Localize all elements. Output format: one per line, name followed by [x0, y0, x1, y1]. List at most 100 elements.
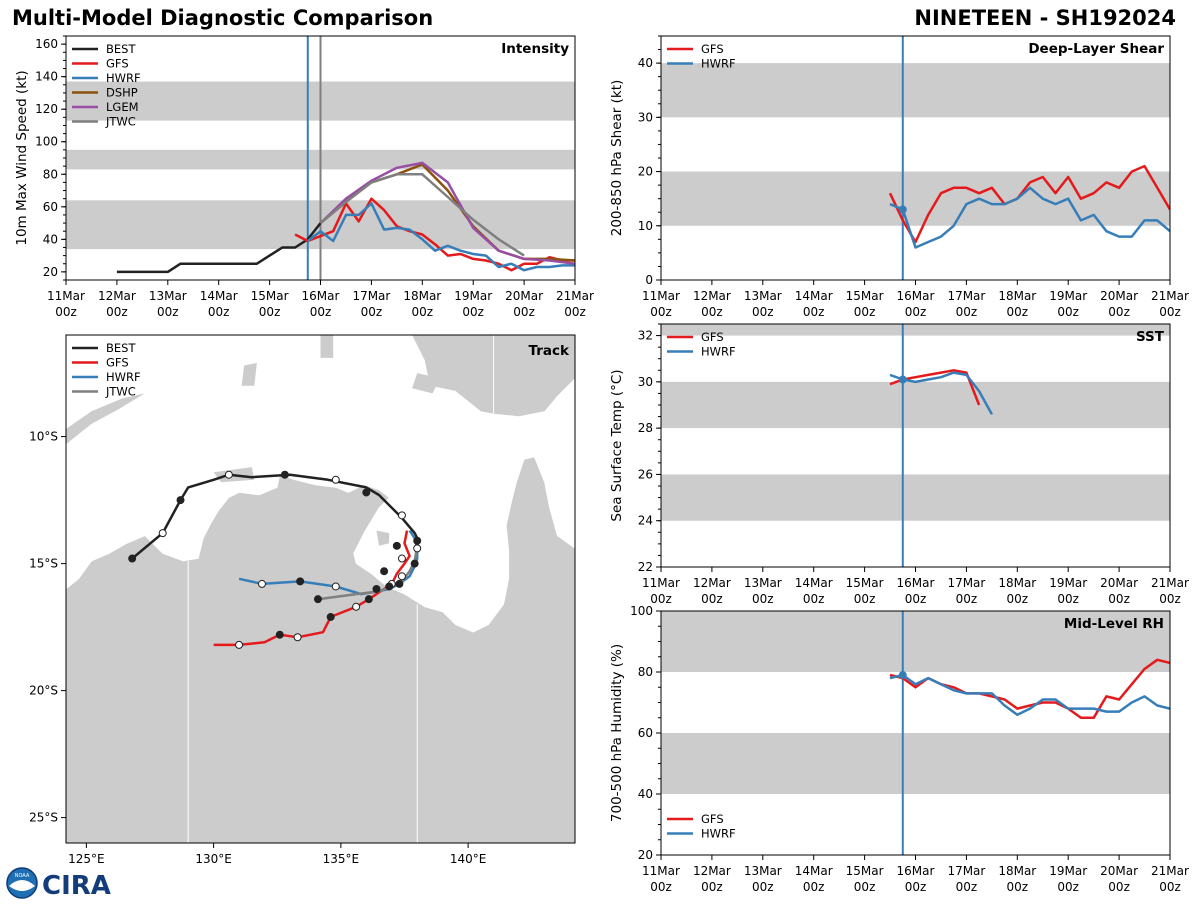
x-tick-sublabel: 00z	[1057, 880, 1079, 894]
x-tick-sublabel: 00z	[956, 305, 978, 319]
track-line-gfs	[213, 530, 411, 647]
init-marker	[898, 375, 907, 384]
x-tick-sublabel: 00z	[106, 305, 128, 319]
shading-band	[661, 171, 1170, 226]
noaa-seal-text: NOAA	[15, 873, 30, 879]
y-tick-label: 80	[43, 167, 58, 181]
legend-label: HWRF	[701, 345, 736, 359]
x-tick-sublabel: 00z	[905, 592, 927, 606]
y-tick-label: 32	[638, 329, 653, 343]
x-tick-label: 15Mar	[846, 864, 884, 878]
x-tick-label: 15Mar	[846, 289, 884, 303]
panel-title: Deep-Layer Shear	[1028, 41, 1164, 57]
x-tick-sublabel: 00z	[650, 305, 672, 319]
y-tick-label: 100	[35, 135, 58, 149]
legend-label: HWRF	[701, 827, 736, 841]
track-position-marker	[275, 630, 284, 639]
x-tick-label: 125°E	[68, 852, 105, 866]
x-tick-sublabel: 00z	[650, 592, 672, 606]
x-tick-label: 19Mar	[1049, 576, 1087, 590]
x-tick-sublabel: 00z	[259, 305, 281, 319]
legend-label: DSHP	[106, 86, 138, 100]
x-tick-sublabel: 00z	[1159, 880, 1181, 894]
track-position-marker	[235, 640, 244, 649]
y-axis-label: Sea Surface Temp (°C)	[609, 369, 625, 521]
x-tick-sublabel: 00z	[701, 592, 723, 606]
x-tick-sublabel: 00z	[412, 305, 434, 319]
track-position-marker	[364, 595, 373, 604]
x-tick-label: 14Mar	[200, 289, 238, 303]
panel-frame	[65, 334, 576, 844]
x-tick-sublabel: 00z	[905, 305, 927, 319]
x-tick-sublabel: 00z	[361, 305, 383, 319]
x-tick-label: 17Mar	[352, 289, 390, 303]
track-line-best	[131, 473, 419, 560]
track-position-marker	[397, 572, 406, 581]
x-tick-sublabel: 00z	[1057, 592, 1079, 606]
track-position-marker	[331, 475, 340, 484]
track-position-marker	[257, 579, 266, 588]
intensity-panel: 20 40 60 80 100 120 140 160 11Mar 00z 12Mar 00z 13Ma…	[14, 35, 594, 319]
series-line-hwrf	[307, 202, 575, 272]
x-tick-label: 13Mar	[149, 289, 187, 303]
x-tick-sublabel: 00z	[701, 305, 723, 319]
x-tick-sublabel: 00z	[1007, 880, 1029, 894]
init-marker	[898, 205, 907, 214]
x-tick-label: 17Mar	[947, 864, 985, 878]
x-tick-label: 17Mar	[947, 289, 985, 303]
legend-label: GFS	[701, 812, 724, 826]
page-title: Multi-Model Diagnostic Comparison	[12, 6, 434, 30]
x-tick-label: 21Mar	[1151, 576, 1189, 590]
panel-title: SST	[1136, 329, 1165, 345]
x-tick-label: 21Mar	[1151, 864, 1189, 878]
x-tick-label: 19Mar	[1049, 289, 1087, 303]
x-tick-sublabel: 00z	[701, 880, 723, 894]
track-position-marker	[280, 470, 289, 479]
y-tick-label: 26	[638, 467, 653, 481]
x-tick-label: 11Mar	[642, 576, 680, 590]
y-tick-label: 10°S	[29, 430, 58, 444]
panel-frame	[660, 323, 1171, 568]
y-tick-label: 20°S	[29, 684, 58, 698]
x-tick-sublabel: 00z	[752, 592, 774, 606]
x-tick-label: 21Mar	[1151, 289, 1189, 303]
x-tick-label: 12Mar	[98, 289, 136, 303]
x-tick-label: 11Mar	[642, 289, 680, 303]
x-tick-sublabel: 00z	[310, 305, 332, 319]
y-tick-label: 25°S	[29, 811, 58, 825]
series-line-jtwc	[319, 173, 525, 257]
x-tick-sublabel: 00z	[1007, 305, 1029, 319]
x-tick-sublabel: 00z	[752, 880, 774, 894]
legend-label: BEST	[106, 341, 136, 355]
y-tick-label: 40	[43, 232, 58, 246]
track-position-marker	[413, 544, 422, 553]
track-position-marker	[395, 579, 404, 588]
y-tick-label: 160	[35, 37, 58, 51]
x-tick-sublabel: 00z	[564, 305, 586, 319]
x-tick-sublabel: 00z	[803, 592, 825, 606]
x-tick-sublabel: 00z	[513, 305, 535, 319]
legend-label: GFS	[701, 330, 724, 344]
x-tick-sublabel: 00z	[462, 305, 484, 319]
track-position-marker	[293, 633, 302, 642]
shading-band	[661, 381, 1170, 429]
track-position-marker	[372, 585, 381, 593]
x-tick-label: 13Mar	[744, 289, 782, 303]
track-position-marker	[158, 529, 167, 538]
x-tick-label: 21Mar	[556, 289, 594, 303]
track-position-marker	[326, 612, 335, 621]
sst-panel: 22 24 26 28 30 32 11Mar 00z 12Mar 00z 13Mar 00z 14Ma…	[609, 323, 1189, 606]
shading-band	[661, 611, 1170, 672]
y-tick-label: 30	[638, 110, 653, 124]
storm-title: NINETEEN - SH192024	[914, 6, 1176, 30]
y-tick-label: 15°S	[29, 557, 58, 571]
x-tick-sublabel: 00z	[854, 880, 876, 894]
x-tick-label: 135°E	[323, 852, 360, 866]
legend-label: JTWC	[105, 385, 136, 399]
x-tick-label: 13Mar	[744, 576, 782, 590]
y-axis-label: 10m Max Wind Speed (kt)	[14, 70, 30, 245]
x-tick-sublabel: 00z	[1159, 305, 1181, 319]
x-tick-sublabel: 00z	[1108, 305, 1130, 319]
cira-text: CIRA	[42, 871, 111, 900]
x-tick-sublabel: 00z	[208, 305, 230, 319]
